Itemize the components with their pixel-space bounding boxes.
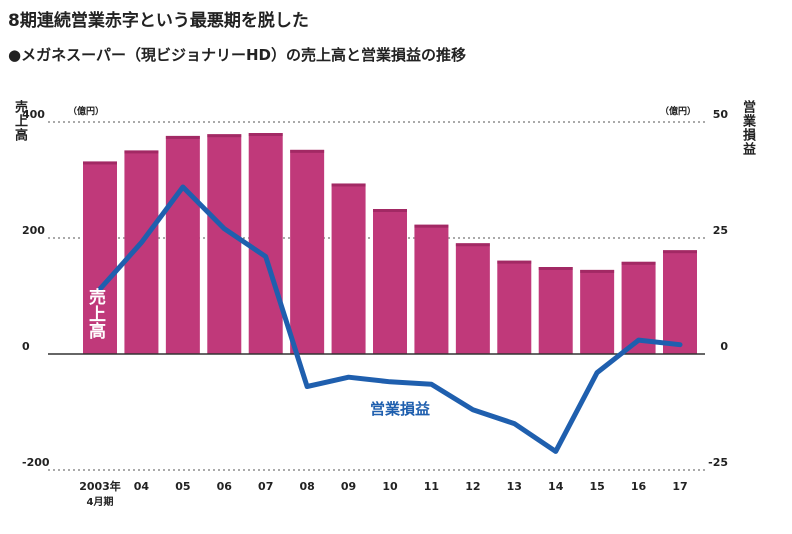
left-axis-unit: （億円） <box>68 107 105 117</box>
bar-sales <box>455 243 490 354</box>
bar-top-edge <box>165 135 200 139</box>
left-tick-label: 200 <box>22 224 45 237</box>
bar-top-edge <box>83 161 117 165</box>
x-tick-label: 05 <box>175 480 190 493</box>
line-profit <box>97 184 683 454</box>
bar-sales <box>373 209 407 354</box>
bar-sales <box>414 224 449 354</box>
right-tick-label: 50 <box>713 108 729 121</box>
bar-sales <box>248 133 283 354</box>
x-tick-label: 17 <box>672 480 687 493</box>
bar-top-edge <box>290 149 325 153</box>
bar-top-edge <box>331 183 366 187</box>
right-axis-label: 営業損益 <box>740 100 755 156</box>
bar-top-edge <box>414 224 449 228</box>
bar-top-edge <box>455 243 490 247</box>
right-tick-label: 0 <box>720 340 728 353</box>
bar-sales <box>331 183 366 354</box>
x-tick-label: 11 <box>424 480 439 493</box>
right-tick-label: -25 <box>708 456 728 469</box>
x-tick-label: 12 <box>465 480 480 493</box>
bar-top-edge <box>248 133 283 137</box>
bar-sales <box>207 134 242 354</box>
x-tick-label: 04 <box>134 480 150 493</box>
x-tick-label: 06 <box>217 480 233 493</box>
bar-top-edge <box>621 261 656 265</box>
left-tick-label: -200 <box>22 456 50 469</box>
bar-sales <box>83 161 117 354</box>
bar-top-edge <box>538 267 573 270</box>
x-tick-label: 14 <box>548 480 564 493</box>
bar-top-edge <box>207 134 242 138</box>
x-tick-label: 15 <box>589 480 604 493</box>
bar-top-edge <box>663 250 697 254</box>
x-tick-label: 4月期 <box>87 495 114 508</box>
x-tick-label: 07 <box>258 480 273 493</box>
x-tick-label: 2003年 <box>79 479 121 493</box>
x-tick-label: 09 <box>341 480 356 493</box>
bar-sales <box>580 269 615 354</box>
x-tick-label: 08 <box>299 480 314 493</box>
chart-subtitle: ●メガネスーパー（現ビジョナリーHD）の売上高と営業損益の推移 <box>8 46 466 64</box>
bar-top-edge <box>124 150 159 154</box>
bar-top-edge <box>497 260 532 264</box>
x-tick-label: 10 <box>382 480 398 493</box>
right-axis-unit: （億円） <box>660 107 697 117</box>
x-tick-label: 16 <box>631 480 647 493</box>
bar-sales <box>663 250 697 354</box>
right-tick-label: 25 <box>713 224 728 237</box>
x-tick-label: 13 <box>507 480 522 493</box>
sales-series-label: 売上高 <box>85 288 105 339</box>
profit-series-label: 営業損益 <box>370 400 431 418</box>
bar-sales <box>290 149 325 354</box>
bar-top-edge <box>580 269 615 273</box>
left-tick-label: 400 <box>22 108 45 121</box>
bar-sales <box>165 135 200 354</box>
left-axis-label: 売上高 <box>12 100 27 142</box>
left-tick-label: 0 <box>22 340 30 353</box>
chart-title: 8期連続営業赤字という最悪期を脱した <box>8 11 309 31</box>
bar-top-edge <box>373 209 407 212</box>
bar-sales <box>497 260 532 354</box>
bar-sales <box>538 267 573 354</box>
